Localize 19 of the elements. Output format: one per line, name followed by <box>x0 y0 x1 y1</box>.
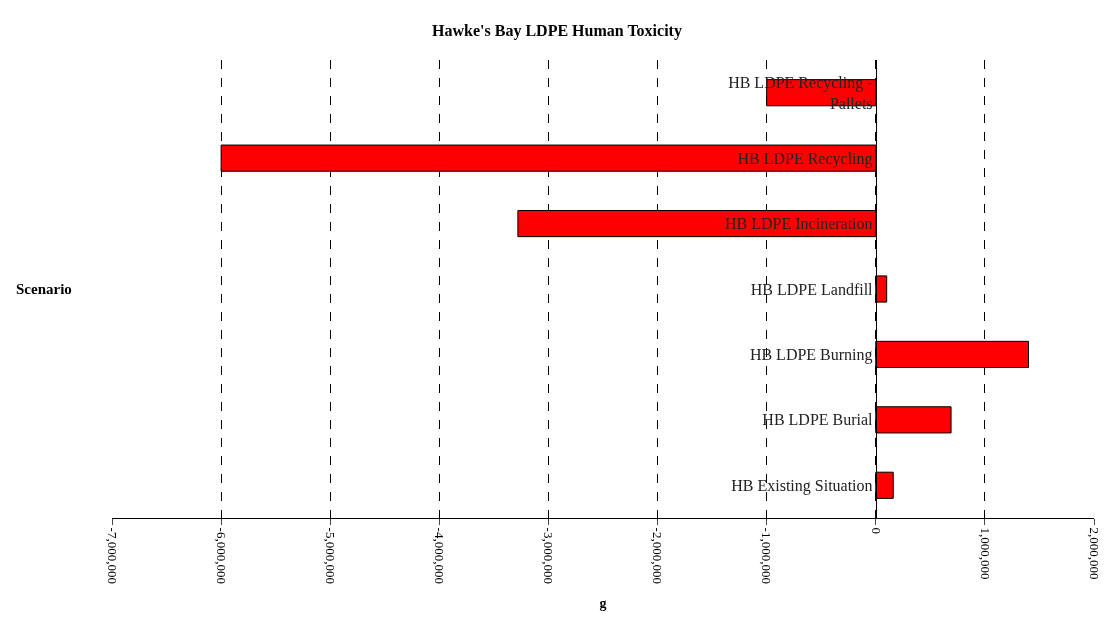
x-tick-label: 2,000,000 <box>1086 527 1102 580</box>
x-tick-label: -1,000,000 <box>759 527 775 584</box>
x-tick-label: -5,000,000 <box>322 527 338 584</box>
x-tick-label: 1,000,000 <box>977 527 993 580</box>
x-tick-label: -2,000,000 <box>650 527 666 584</box>
y-axis-title: Scenario <box>16 281 72 297</box>
y-tick-label: HB LDPE Incineration <box>725 215 873 233</box>
x-tick-label: -4,000,000 <box>432 527 448 584</box>
x-tick-label: -7,000,000 <box>104 527 120 584</box>
x-axis-title: g <box>599 596 607 612</box>
y-tick-label: HB LDPE Landfill <box>750 280 874 298</box>
y-tick-label: HB LDPE Burial <box>762 411 874 429</box>
chart-title: Hawke's Bay LDPE Human Toxicity <box>432 22 682 41</box>
y-tick-label: HB LDPE Recycling <box>737 149 873 168</box>
x-tick-label: -6,000,000 <box>213 527 229 584</box>
y-tick-label: HB LDPE Burning <box>749 346 873 365</box>
x-tick-label: -3,000,000 <box>541 527 557 584</box>
x-tick-label: 0 <box>868 527 884 535</box>
y-tick-label: HB Existing Situation <box>731 476 873 495</box>
